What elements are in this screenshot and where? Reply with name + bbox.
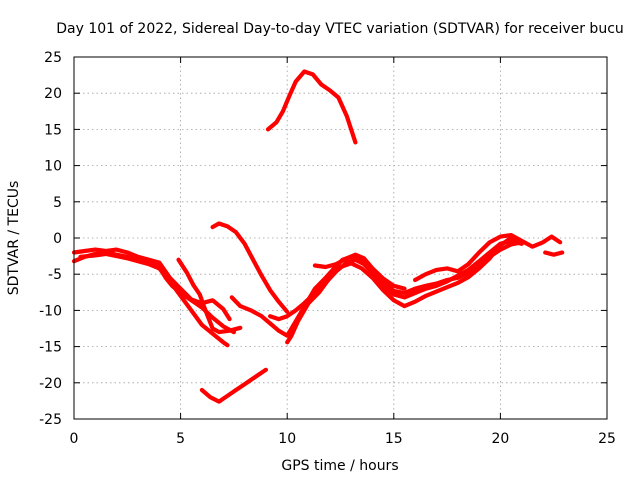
x-tick-label: 5	[176, 431, 185, 447]
y-tick-label: -5	[48, 267, 62, 283]
y-tick-label: -20	[39, 376, 62, 392]
x-tick-label: 10	[278, 431, 296, 447]
series-arc-early-c	[78, 251, 230, 348]
series-arc-mid-upper	[312, 252, 407, 291]
series-arc-cross-2	[268, 238, 524, 322]
series-arc-early-b	[71, 247, 232, 322]
series-arc-peak	[265, 69, 358, 145]
x-tick-label: 25	[598, 431, 616, 447]
y-tick-label: -25	[39, 412, 62, 428]
series-group	[71, 69, 565, 404]
series-arc-short-dip	[176, 257, 243, 335]
x-tick-label: 20	[491, 431, 509, 447]
y-tick-label: -15	[39, 340, 62, 356]
x-axis-label: GPS time / hours	[281, 458, 398, 474]
grid	[74, 57, 607, 419]
y-tick-label: -10	[39, 303, 62, 319]
y-tick-label: 15	[44, 122, 62, 138]
series-arc-bump	[210, 221, 290, 314]
tick-labels: 0 5 10 15 20 25 -25 -20 -15 -10 -5 0 5 10 15 20 25	[39, 50, 616, 447]
y-axis-label: SDTVAR / TECUs	[6, 181, 22, 296]
y-tick-label: 5	[53, 195, 62, 211]
y-tick-label: 25	[44, 50, 62, 66]
tick-marks	[73, 56, 608, 420]
series-arc-late-tail	[543, 250, 565, 257]
y-tick-label: 10	[44, 159, 62, 175]
y-tick-label: 0	[53, 231, 62, 247]
series-arc-late	[413, 233, 563, 283]
y-tick-label: 20	[44, 86, 62, 102]
series-arc-low	[199, 367, 268, 404]
x-tick-label: 0	[70, 431, 79, 447]
x-tick-label: 15	[385, 431, 403, 447]
series-arc-cross-3	[285, 235, 524, 345]
chart-title: Day 101 of 2022, Sidereal Day-to-day VTE…	[56, 21, 624, 37]
